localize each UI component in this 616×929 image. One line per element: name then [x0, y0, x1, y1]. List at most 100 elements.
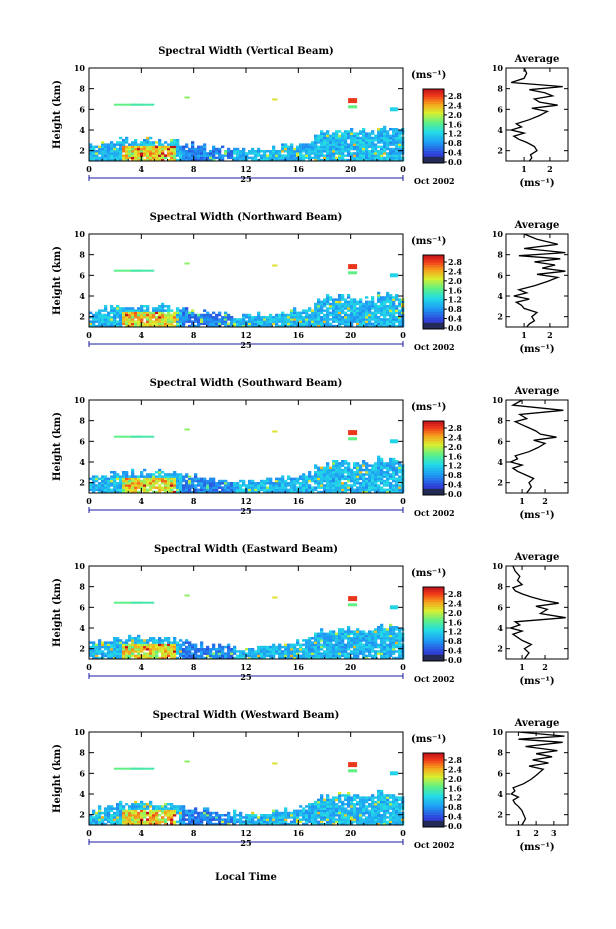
- panel-title: Spectral Width (Westward Beam): [153, 710, 340, 721]
- average-x-tick-label: 1: [519, 496, 525, 506]
- average-x-tick-label: 1: [519, 662, 525, 672]
- colorbar-unit: (ms⁻¹): [411, 734, 446, 745]
- colorbar-tick-label: 2.4: [448, 764, 462, 774]
- y-tick-label: 2: [79, 478, 85, 488]
- average-x-tick-label: 2: [542, 662, 548, 672]
- x-tick-label: 0: [400, 828, 406, 838]
- average-x-tick-label: 1: [521, 164, 527, 174]
- x-tick-label: 12: [240, 164, 251, 174]
- x-tick-label: 16: [293, 496, 305, 506]
- x-tick-label: 0: [86, 662, 92, 672]
- panel-title: Spectral Width (Vertical Beam): [158, 46, 334, 57]
- average-unit: (ms⁻¹): [519, 510, 554, 521]
- colorbar-tick-label: 1.6: [448, 119, 462, 129]
- x-tick-label: 12: [240, 828, 251, 838]
- average-frame: [505, 67, 569, 162]
- date-day: 25: [240, 340, 251, 350]
- average-y-tick-label: 6: [497, 602, 503, 612]
- date-day: 25: [240, 174, 251, 184]
- y-tick-label: 6: [79, 602, 85, 612]
- date-month: Oct 2002: [414, 674, 455, 684]
- average-unit: (ms⁻¹): [519, 178, 554, 189]
- colorbar-tick-label: 1.6: [448, 285, 462, 295]
- x-tick-label: 8: [191, 828, 197, 838]
- average-profile-line: [510, 731, 565, 826]
- average-profile-line: [508, 399, 564, 494]
- x-tick-label: 8: [191, 662, 197, 672]
- y-tick-label: 6: [79, 768, 85, 778]
- y-tick-label: 2: [79, 810, 85, 820]
- x-tick-label: 4: [139, 496, 145, 506]
- average-y-tick-label: 4: [497, 623, 503, 633]
- colorbar-tick-label: 2.0: [448, 276, 462, 286]
- x-tick-label: 12: [240, 330, 251, 340]
- colorbar-frame: [422, 420, 445, 496]
- average-y-tick-label: 2: [497, 312, 503, 322]
- colorbar-tick-label: 0.0: [448, 157, 462, 167]
- colorbar-tick-label: 2.0: [448, 774, 462, 784]
- colorbar-tick-label: 0.4: [448, 148, 462, 158]
- average-profile-line: [513, 233, 566, 328]
- panel-title: Spectral Width (Northward Beam): [150, 212, 343, 223]
- average-frame: [505, 565, 569, 660]
- colorbar-tick-label: 2.0: [448, 442, 462, 452]
- panel-5: Spectral Width (Westward Beam)246810Heig…: [52, 710, 569, 853]
- y-tick-label: 4: [79, 125, 85, 135]
- x-tick-label: 8: [191, 496, 197, 506]
- colorbar-tick-label: 2.4: [448, 266, 462, 276]
- colorbar: [423, 255, 444, 330]
- date-month: Oct 2002: [414, 342, 455, 352]
- average-y-tick-label: 6: [497, 768, 503, 778]
- y-tick-label: 4: [79, 291, 85, 301]
- average-y-tick-label: 10: [492, 561, 504, 571]
- heatmap-field: [89, 594, 405, 660]
- colorbar-tick-label: 0.4: [448, 480, 462, 490]
- colorbar-tick-label: 0.8: [448, 304, 462, 314]
- date-day: 25: [240, 838, 251, 848]
- colorbar-tick-label: 2.4: [448, 100, 462, 110]
- colorbar-frame: [422, 752, 445, 828]
- average-x-tick-label: 3: [551, 828, 557, 838]
- average-x-tick-label: 2: [542, 496, 548, 506]
- colorbar-tick-label: 1.2: [448, 627, 462, 637]
- x-tick-label: 0: [86, 330, 92, 340]
- average-x-tick-label: 2: [533, 828, 539, 838]
- colorbar-frame: [422, 586, 445, 662]
- y-tick-label: 10: [74, 561, 86, 571]
- x-tick-label: 16: [293, 828, 305, 838]
- colorbar-tick-label: 0.8: [448, 138, 462, 148]
- y-tick-label: 2: [79, 644, 85, 654]
- colorbar-tick-label: 1.6: [448, 783, 462, 793]
- average-title: Average: [514, 386, 560, 397]
- colorbar-unit: (ms⁻¹): [411, 70, 446, 81]
- colorbar-tick-label: 1.6: [448, 451, 462, 461]
- x-tick-label: 12: [240, 496, 251, 506]
- colorbar-tick-label: 0.8: [448, 636, 462, 646]
- colorbar-frame: [422, 254, 445, 330]
- colorbar-tick-label: 0.0: [448, 323, 462, 333]
- average-x-tick-label: 2: [547, 164, 553, 174]
- y-tick-label: 4: [79, 789, 85, 799]
- colorbar-tick-label: 0.0: [448, 489, 462, 499]
- colorbar-tick-label: 1.2: [448, 129, 462, 139]
- panel-title: Spectral Width (Eastward Beam): [154, 544, 338, 555]
- panel-4: Spectral Width (Eastward Beam)246810Heig…: [52, 544, 569, 687]
- y-tick-label: 2: [79, 146, 85, 156]
- y-tick-label: 6: [79, 436, 85, 446]
- heatmap-field: [89, 760, 405, 826]
- colorbar-tick-label: 2.0: [448, 110, 462, 120]
- y-tick-label: 8: [79, 84, 85, 94]
- heatmap-field: [89, 96, 405, 162]
- y-tick-label: 6: [79, 104, 85, 114]
- colorbar-tick-label: 1.2: [448, 295, 462, 305]
- x-tick-label: 0: [86, 496, 92, 506]
- date-month: Oct 2002: [414, 840, 455, 850]
- colorbar-tick-label: 1.2: [448, 793, 462, 803]
- x-tick-label: 20: [345, 828, 357, 838]
- x-tick-label: 4: [139, 662, 145, 672]
